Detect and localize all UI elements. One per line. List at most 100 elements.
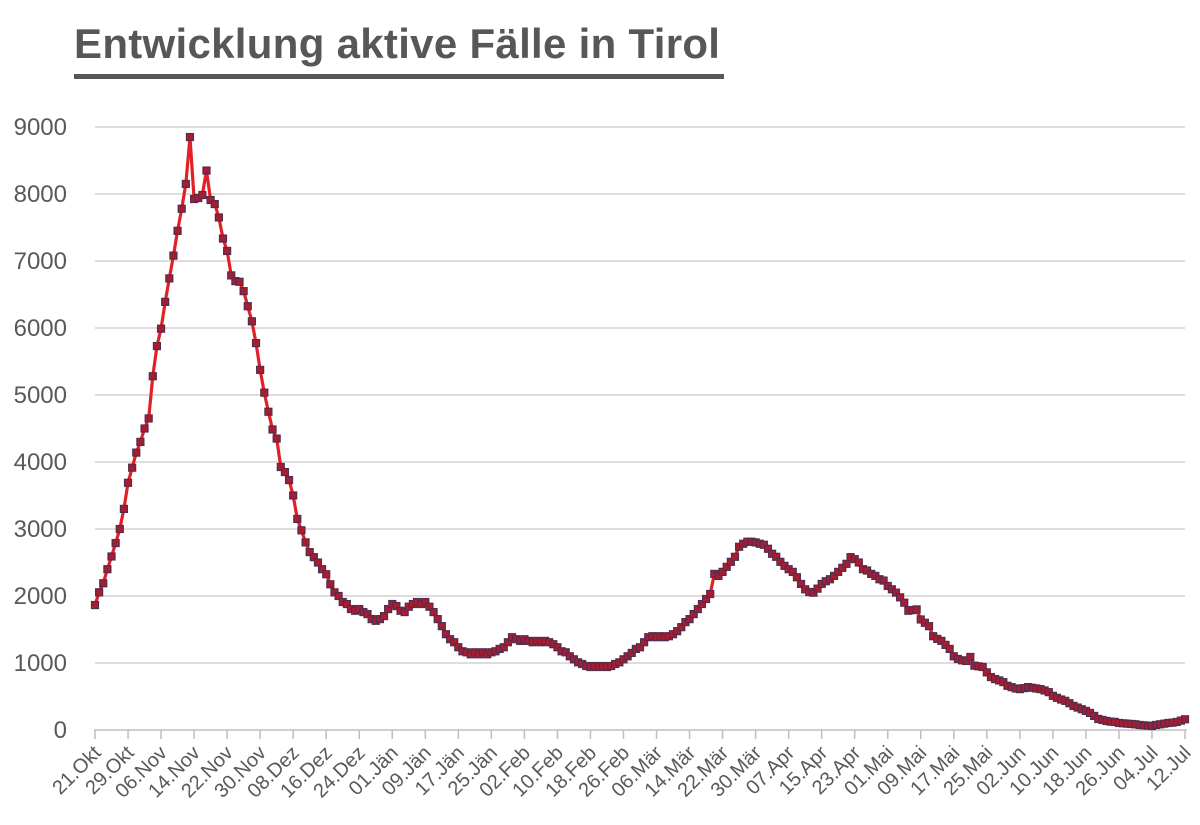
data-point-marker [499, 643, 508, 652]
data-point-marker [202, 166, 211, 175]
data-point-marker [214, 213, 223, 222]
chart-title: Entwicklung aktive Fälle in Tirol [74, 20, 725, 79]
data-point-marker [99, 579, 108, 588]
data-point-marker [119, 504, 129, 513]
data-point-marker [90, 600, 100, 610]
data-point-marker [198, 190, 207, 200]
data-point-marker [400, 607, 409, 617]
data-point-marker [326, 580, 335, 589]
data-point-marker [730, 552, 740, 561]
data-point-marker [1180, 715, 1190, 724]
data-point-marker [792, 573, 801, 582]
data-point-marker [280, 467, 290, 477]
data-point-marker [334, 591, 343, 601]
data-point-marker [103, 565, 112, 574]
data-point-marker [177, 204, 186, 213]
data-point-marker [144, 414, 153, 423]
data-point-marker [640, 638, 649, 647]
data-point-marker [685, 615, 694, 624]
data-point-marker [384, 604, 393, 614]
data-point-marker [223, 246, 232, 256]
data-point-marker [697, 599, 707, 609]
data-point-marker [722, 562, 731, 571]
data-point-marker [924, 622, 934, 631]
data-point-marker [677, 623, 686, 632]
data-point-marker [342, 599, 351, 609]
data-point-marker [256, 365, 265, 374]
data-point-marker [107, 552, 116, 561]
data-point-marker [297, 526, 306, 535]
data-point-marker [392, 601, 401, 611]
data-point-marker [243, 302, 252, 311]
data-point-marker [635, 643, 645, 652]
y-axis-tick-label: 8000 [14, 181, 67, 208]
data-point-marker [966, 652, 975, 662]
data-point-marker [912, 605, 921, 614]
data-point-marker [701, 594, 711, 604]
data-point-marker [173, 226, 182, 235]
data-point-marker [854, 558, 863, 567]
data-point-marker [289, 491, 298, 500]
data-point-marker [982, 668, 991, 677]
data-point-marker [772, 552, 781, 561]
data-point-marker [251, 338, 261, 348]
y-axis-tick-label: 4000 [14, 449, 67, 476]
data-point-marker [260, 388, 269, 397]
data-point-marker [272, 434, 281, 443]
data-point-marker [379, 611, 389, 621]
data-point-marker [301, 538, 310, 547]
data-point-marker [433, 615, 442, 624]
data-point-marker [309, 553, 318, 562]
y-axis-tick-label: 5000 [14, 382, 67, 409]
data-point-marker [136, 437, 145, 446]
data-point-marker [726, 557, 735, 566]
y-axis-tick-label: 0 [54, 717, 67, 744]
data-point-marker [95, 588, 104, 597]
data-point-marker [268, 425, 277, 434]
data-point-marker [115, 524, 124, 534]
data-point-marker [313, 558, 323, 567]
data-point-marker [788, 567, 797, 576]
data-point-marker [896, 593, 905, 602]
data-point-marker [111, 538, 120, 548]
data-point-marker [123, 478, 133, 487]
data-point-marker [763, 544, 773, 553]
data-point-marker [693, 604, 702, 614]
data-point-marker [363, 609, 372, 619]
data-point-marker [185, 132, 195, 142]
data-point-marker [437, 622, 446, 631]
y-axis-tick-label: 7000 [14, 248, 67, 275]
data-point-marker [842, 559, 851, 568]
data-point-marker [689, 609, 698, 619]
data-point-marker [317, 565, 327, 574]
data-point-marker [140, 424, 149, 433]
data-point-marker [227, 271, 236, 280]
data-point-marker [425, 602, 434, 611]
data-line [93, 135, 1187, 728]
data-point-marker [152, 341, 162, 351]
data-point-marker [900, 598, 909, 607]
data-point-marker [305, 548, 314, 557]
data-point-marker [169, 251, 178, 260]
y-axis-tick-label: 6000 [14, 315, 67, 342]
y-axis-tick-label: 9000 [14, 114, 67, 141]
data-point-marker [264, 407, 273, 416]
data-point-marker [718, 567, 727, 576]
data-point-marker [429, 607, 438, 617]
y-axis-tick-label: 2000 [14, 583, 67, 610]
data-point-marker [165, 274, 174, 283]
data-point-marker [945, 644, 954, 654]
data-point-marker [239, 287, 248, 296]
data-point-marker [148, 372, 157, 381]
data-point-marker [210, 199, 219, 209]
data-point-marker [293, 514, 302, 524]
data-point-marker [441, 630, 451, 639]
data-point-marker [218, 234, 228, 243]
data-point-marker [706, 589, 715, 599]
data-point-marker [276, 462, 285, 472]
data-point-marker [128, 463, 137, 472]
data-point-marker [322, 570, 331, 579]
data-point-marker [235, 277, 244, 286]
data-point-marker [813, 584, 822, 593]
